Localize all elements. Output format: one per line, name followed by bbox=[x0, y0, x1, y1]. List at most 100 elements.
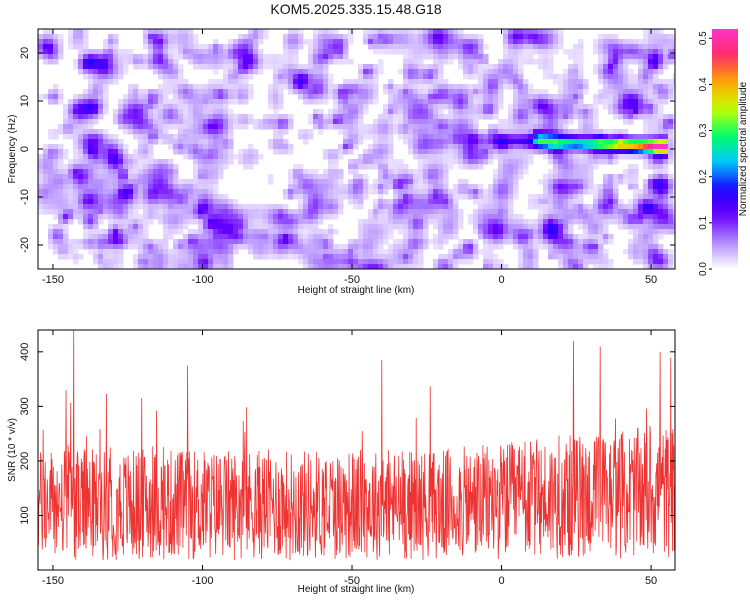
heatmap-cell bbox=[238, 229, 244, 235]
heatmap-cell bbox=[123, 104, 129, 110]
heatmap-cell bbox=[508, 149, 514, 155]
heatmap-cell bbox=[308, 169, 314, 175]
heatmap-cell bbox=[648, 59, 654, 65]
heatmap-cell bbox=[223, 54, 229, 60]
heatmap-cell bbox=[638, 99, 644, 105]
heatmap-cell bbox=[638, 64, 644, 70]
heatmap-cell bbox=[658, 184, 664, 190]
heatmap-cell bbox=[203, 219, 209, 225]
heatmap-cell bbox=[473, 39, 479, 45]
heatmap-cell bbox=[643, 194, 649, 200]
heatmap-cell bbox=[248, 39, 254, 45]
heatmap-cell bbox=[178, 189, 184, 195]
heatmap-cell bbox=[438, 109, 444, 115]
heatmap-cell bbox=[338, 254, 344, 260]
heatmap-cell bbox=[518, 99, 524, 105]
heatmap-cell bbox=[418, 124, 424, 130]
heatmap-cell bbox=[548, 54, 554, 60]
heatmap-cell bbox=[208, 119, 214, 125]
heatmap-cell bbox=[418, 214, 424, 220]
heatmap-cell bbox=[658, 79, 664, 85]
heatmap-cell bbox=[153, 174, 159, 180]
heatmap-cell bbox=[368, 209, 374, 215]
heatmap-cell bbox=[553, 139, 559, 145]
heatmap-cell bbox=[473, 129, 479, 135]
heatmap-cell bbox=[113, 59, 119, 65]
heatmap-cell bbox=[183, 134, 189, 140]
heatmap-cell bbox=[498, 169, 504, 175]
heatmap-cell bbox=[158, 174, 164, 180]
heatmap-cell bbox=[258, 234, 264, 240]
heatmap-cell bbox=[248, 89, 254, 95]
heatmap-cell bbox=[533, 134, 539, 140]
heatmap-cell bbox=[143, 189, 149, 195]
heatmap-cell bbox=[303, 79, 309, 85]
heatmap-cell bbox=[123, 99, 129, 105]
heatmap-cell bbox=[488, 104, 494, 110]
heatmap-cell bbox=[148, 124, 154, 130]
heatmap-cell bbox=[53, 34, 59, 40]
heatmap-cell bbox=[53, 149, 59, 155]
heatmap-cell bbox=[508, 164, 514, 170]
heatmap-cell bbox=[228, 94, 234, 100]
heatmap-cell bbox=[168, 144, 174, 150]
heatmap-cell bbox=[418, 229, 424, 235]
heatmap-cell bbox=[203, 154, 209, 160]
heatmap-cell bbox=[168, 249, 174, 255]
heatmap-cell bbox=[463, 124, 469, 130]
heatmap-cell bbox=[428, 219, 434, 225]
heatmap-cell bbox=[178, 64, 184, 70]
heatmap-cell bbox=[438, 94, 444, 100]
heatmap-cell bbox=[473, 124, 479, 130]
heatmap-cell bbox=[508, 79, 514, 85]
heatmap-cell bbox=[153, 164, 159, 170]
heatmap-cell bbox=[313, 94, 319, 100]
heatmap-cell bbox=[583, 259, 589, 265]
heatmap-cell bbox=[598, 39, 604, 45]
heatmap-cell bbox=[328, 179, 334, 185]
heatmap-cell bbox=[348, 169, 354, 175]
heatmap-cell bbox=[553, 199, 559, 205]
heatmap-cell bbox=[453, 124, 459, 130]
heatmap-cell bbox=[98, 169, 104, 175]
heatmap-cell bbox=[458, 244, 464, 250]
heatmap-cell bbox=[613, 69, 619, 75]
heatmap-cell bbox=[148, 39, 154, 45]
heatmap-cell bbox=[343, 264, 349, 269]
heatmap-cell bbox=[543, 39, 549, 45]
heatmap-cell bbox=[333, 94, 339, 100]
heatmap-cell bbox=[138, 239, 144, 245]
y-tick-label: -20 bbox=[19, 237, 31, 253]
heatmap-cell bbox=[158, 159, 164, 165]
heatmap-cell bbox=[408, 89, 414, 95]
heatmap-cell bbox=[603, 74, 609, 80]
heatmap-cell bbox=[48, 59, 54, 65]
heatmap-cell bbox=[448, 209, 454, 215]
heatmap-cell bbox=[73, 254, 79, 260]
heatmap-cell bbox=[423, 74, 429, 80]
heatmap-cell bbox=[368, 254, 374, 260]
heatmap-cell bbox=[558, 174, 564, 180]
heatmap-cell bbox=[648, 134, 654, 140]
heatmap-cell bbox=[458, 239, 464, 245]
heatmap-cell bbox=[78, 104, 84, 110]
heatmap-cell bbox=[588, 244, 594, 250]
heatmap-cell bbox=[633, 169, 639, 175]
heatmap-cell bbox=[428, 109, 434, 115]
heatmap-cell bbox=[608, 259, 614, 265]
heatmap-cell bbox=[368, 44, 374, 50]
heatmap-cell bbox=[438, 59, 444, 65]
heatmap-cell bbox=[378, 164, 384, 170]
heatmap-cell bbox=[188, 259, 194, 265]
heatmap-cell bbox=[383, 184, 389, 190]
heatmap-cell bbox=[363, 259, 369, 265]
heatmap-cell bbox=[613, 49, 619, 55]
heatmap-cell bbox=[363, 219, 369, 225]
heatmap-cell bbox=[233, 154, 239, 160]
heatmap-cell bbox=[428, 34, 434, 40]
heatmap-cell bbox=[413, 259, 419, 265]
heatmap-cell bbox=[178, 49, 184, 55]
heatmap-cell bbox=[453, 99, 459, 105]
heatmap-cell bbox=[73, 104, 79, 110]
heatmap-cell bbox=[178, 204, 184, 210]
